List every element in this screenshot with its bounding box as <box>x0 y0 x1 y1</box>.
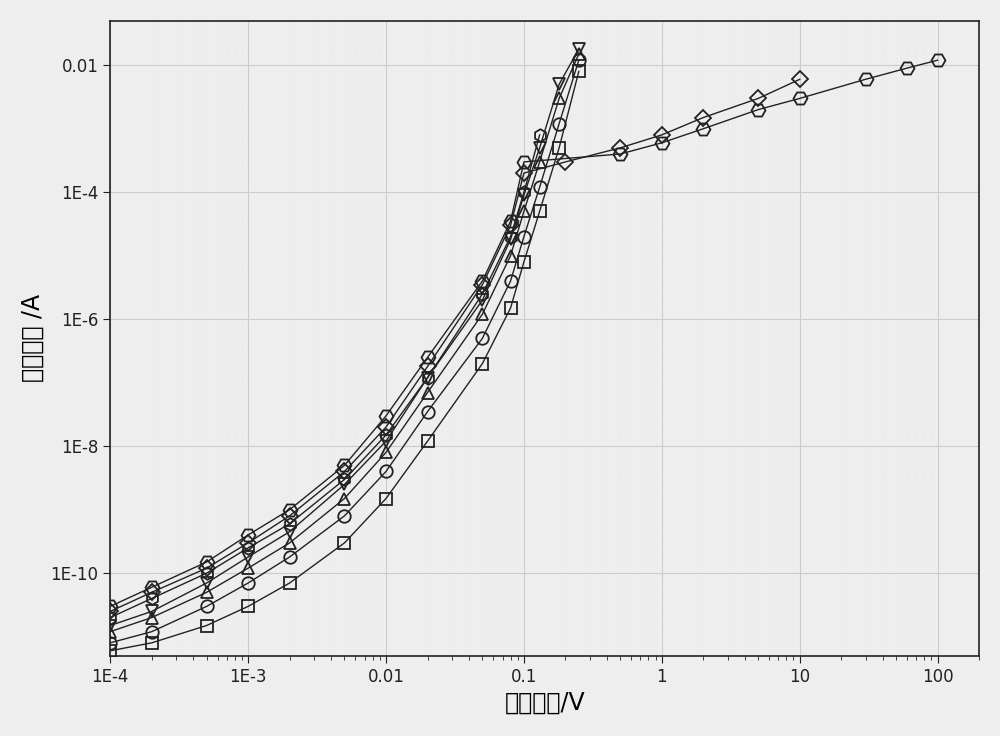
Y-axis label: 正向电流 /A: 正向电流 /A <box>21 294 45 383</box>
X-axis label: 正向电压/V: 正向电压/V <box>504 691 585 715</box>
